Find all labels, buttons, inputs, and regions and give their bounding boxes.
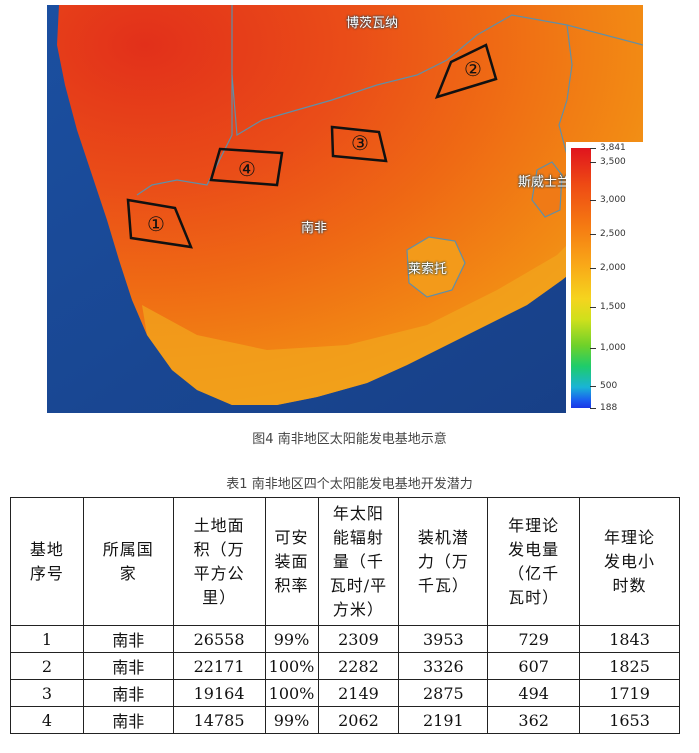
cell: 南非 [82, 706, 174, 734]
table-header-row: 基地 序号 所属国 家 土地面 积（万 平方公 里） 可安 装面 积率 年太阳 … [10, 497, 680, 626]
site-number-2: ② [464, 57, 482, 81]
legend-tick: 500 [600, 381, 618, 391]
site-box-3 [330, 125, 388, 163]
legend-min: 188 [600, 403, 618, 413]
map-graphic [47, 5, 643, 413]
cell: 100% [264, 679, 319, 707]
cell: 1843 [579, 625, 680, 653]
cell: 1825 [579, 652, 680, 680]
border-eswatini [531, 161, 563, 218]
legend-color-bar [571, 148, 591, 408]
cell: 4 [10, 706, 84, 734]
col-header: 土地面 积（万 平方公 里） [172, 497, 266, 626]
border-lesotho [406, 236, 466, 298]
cell: 99% [264, 706, 319, 734]
col-header: 年理论 发电小 时数 [579, 497, 680, 626]
figure-caption: 图4 南非地区太阳能发电基地示意 [252, 432, 447, 447]
cell: 26558 [172, 625, 266, 653]
cell: 3326 [398, 652, 489, 680]
cell: 2062 [317, 706, 400, 734]
label-eswatini: 斯威士兰 [518, 175, 571, 190]
cell: 南非 [82, 679, 174, 707]
cell: 南非 [82, 652, 174, 680]
table-row: 2 南非 22171 100% 2282 3326 607 1825 [10, 652, 680, 680]
cell: 729 [487, 625, 581, 653]
potential-table: 基地 序号 所属国 家 土地面 积（万 平方公 里） 可安 装面 积率 年太阳 … [10, 497, 680, 734]
legend-tick: 2,500 [600, 229, 626, 239]
table-row: 3 南非 19164 100% 2149 2875 494 1719 [10, 679, 680, 707]
col-header: 所属国 家 [82, 497, 174, 626]
label-botswana: 博茨瓦纳 [346, 16, 399, 31]
cell: 2191 [398, 706, 489, 734]
border-botswana [231, 14, 643, 137]
cell: 100% [264, 652, 319, 680]
border-east [558, 24, 573, 156]
site-box-2 [434, 43, 498, 99]
cell: 1 [10, 625, 84, 653]
col-header: 年理论 发电量 （亿千 瓦时） [487, 497, 581, 626]
site-box-1 [126, 198, 193, 249]
col-header: 可安 装面 积率 [264, 497, 319, 626]
cell: 南非 [82, 625, 174, 653]
label-lesotho: 莱索托 [408, 262, 448, 277]
cell: 2282 [317, 652, 400, 680]
cell: 1653 [579, 706, 680, 734]
cell: 14785 [172, 706, 266, 734]
cell: 2 [10, 652, 84, 680]
cell: 22171 [172, 652, 266, 680]
cell: 2309 [317, 625, 400, 653]
cell: 494 [487, 679, 581, 707]
table-row: 1 南非 26558 99% 2309 3953 729 1843 [10, 625, 680, 653]
coastal-belt [142, 175, 627, 405]
label-south-africa: 南非 [301, 221, 328, 236]
cell: 607 [487, 652, 581, 680]
solar-map: 博茨瓦纳 南非 莱索托 斯威士兰 ① ② ③ ④ [47, 5, 643, 413]
color-legend: 3,841 3,500 3,000 2,500 2,000 1,500 1,00… [566, 142, 643, 413]
cell: 3953 [398, 625, 489, 653]
table-row: 4 南非 14785 99% 2062 2191 362 1653 [10, 706, 680, 734]
site-box-4 [209, 147, 284, 187]
cell: 99% [264, 625, 319, 653]
legend-tick: 1,000 [600, 343, 626, 353]
legend-tick: 3,000 [600, 195, 626, 205]
border-namibia [136, 5, 233, 196]
legend-tick: 2,000 [600, 263, 626, 273]
col-header: 基地 序号 [10, 497, 84, 626]
cell: 19164 [172, 679, 266, 707]
cell: 1719 [579, 679, 680, 707]
cell: 3 [10, 679, 84, 707]
site-number-1: ① [147, 212, 165, 236]
cell: 2149 [317, 679, 400, 707]
col-header: 年太阳 能辐射 量（千 瓦时/平 方米） [317, 497, 400, 626]
legend-max: 3,841 [600, 143, 626, 153]
col-header: 装机潜 力（万 千瓦） [398, 497, 489, 626]
table-caption: 表1 南非地区四个太阳能发电基地开发潜力 [226, 477, 473, 492]
site-number-3: ③ [351, 131, 369, 155]
cell: 362 [487, 706, 581, 734]
site-number-4: ④ [238, 157, 256, 181]
legend-tick: 3,500 [600, 157, 626, 167]
cell: 2875 [398, 679, 489, 707]
legend-tick: 1,500 [600, 302, 626, 312]
